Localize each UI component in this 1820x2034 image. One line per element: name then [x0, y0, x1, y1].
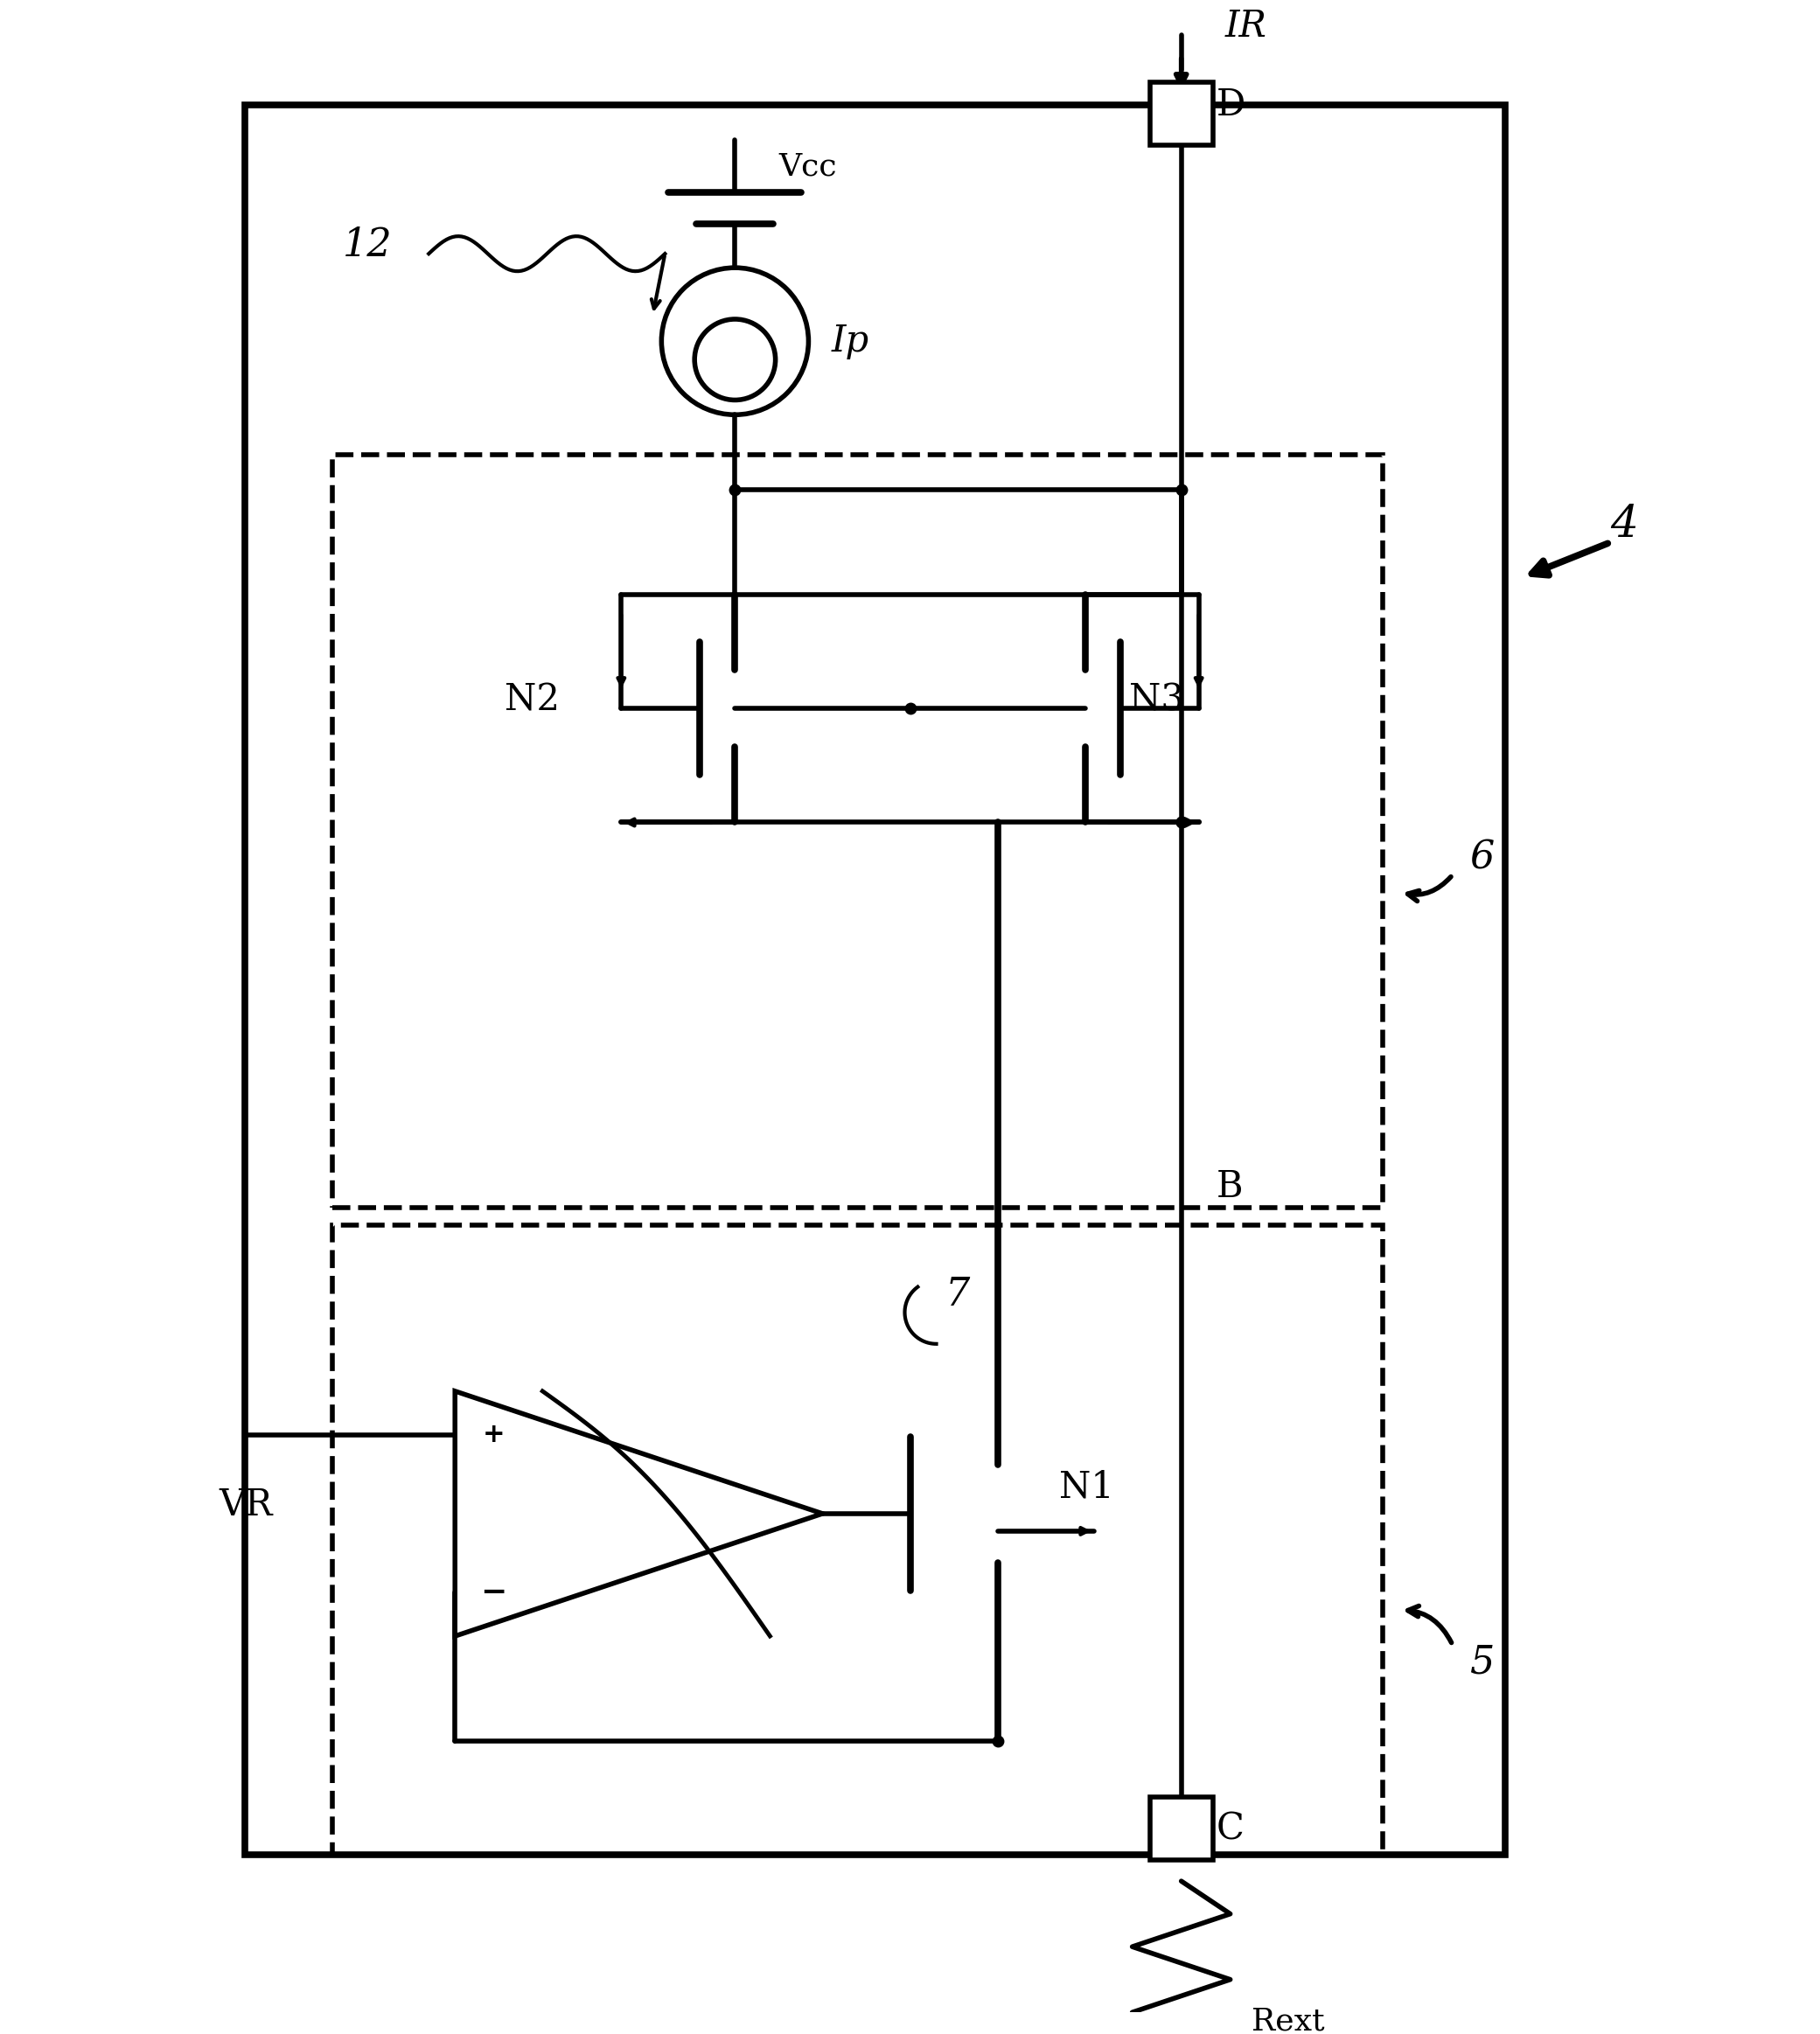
Text: +: +	[482, 1422, 504, 1448]
Bar	[333, 1224, 1383, 1855]
Bar	[333, 456, 1383, 1208]
Bar	[1150, 1798, 1212, 1859]
Text: C: C	[1216, 1810, 1245, 1847]
Text: N3: N3	[1128, 681, 1183, 718]
Text: IR: IR	[1225, 8, 1267, 45]
Text: N1: N1	[1059, 1469, 1114, 1505]
Bar	[1150, 81, 1212, 144]
Text: N2: N2	[504, 681, 561, 718]
Text: 12: 12	[342, 226, 393, 264]
Text: B: B	[1216, 1168, 1243, 1204]
Text: 5: 5	[1471, 1643, 1494, 1682]
Text: −: −	[480, 1578, 506, 1607]
Text: VR: VR	[218, 1487, 273, 1523]
Text: 7: 7	[945, 1275, 970, 1314]
Text: Vcc: Vcc	[779, 151, 837, 181]
Text: D: D	[1216, 87, 1245, 124]
Circle shape	[661, 268, 808, 415]
Bar	[246, 106, 1505, 1855]
Text: Ip: Ip	[832, 323, 868, 360]
Text: Rext: Rext	[1252, 2006, 1325, 2034]
Text: 6: 6	[1471, 838, 1494, 877]
Text: 4: 4	[1611, 502, 1638, 547]
